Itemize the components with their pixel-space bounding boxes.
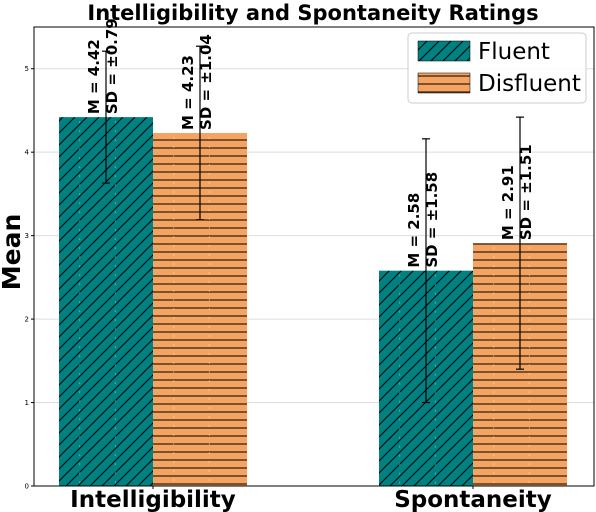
y-ticks-layer: 0 1 2 3 4 5 <box>25 65 34 491</box>
y-tick-label: 0 <box>25 483 29 491</box>
data-label-mean: M = 2.91 <box>499 165 517 240</box>
bars-layer <box>59 117 567 486</box>
data-label: M = 2.91 SD = ±1.51 <box>499 144 535 240</box>
data-labels-layer: M = 4.42 SD = ±0.79M = 2.58 SD = ±1.58M = … <box>85 18 535 267</box>
x-tick-label: Spontaneity <box>394 487 552 512</box>
data-label-mean: M = 4.23 <box>179 55 197 130</box>
data-label: M = 4.42 SD = ±0.79 <box>85 18 121 114</box>
y-tick-label: 4 <box>25 149 30 157</box>
plot-frame <box>33 26 595 487</box>
x-ticks-layer: Intelligibility Spontaneity <box>70 486 552 512</box>
data-label: M = 2.58 SD = ±1.58 <box>405 172 441 268</box>
y-tick-label: 3 <box>25 232 29 240</box>
data-label-sd: SD = ±0.79 <box>103 18 121 114</box>
y-axis-label: Mean <box>0 214 26 291</box>
legend: Fluent Disfluent <box>407 32 587 104</box>
data-label-sd: SD = ±1.58 <box>423 172 441 268</box>
x-tick-label: Intelligibility <box>70 487 236 512</box>
data-label-mean: M = 4.42 <box>85 39 103 114</box>
legend-label-fluent: Fluent <box>478 39 550 65</box>
data-label-sd: SD = ±1.51 <box>517 144 535 240</box>
legend-swatch-fluent <box>417 40 471 62</box>
error-bars-layer <box>102 45 524 404</box>
y-tick-label: 1 <box>25 399 29 407</box>
legend-label-disfluent: Disfluent <box>478 71 581 97</box>
legend-swatch-disfluent <box>417 72 471 94</box>
data-label-sd: SD = ±1.04 <box>197 34 215 130</box>
chart-title: Intelligibility and Spontaneity Ratings <box>87 1 538 25</box>
data-label-mean: M = 2.58 <box>405 193 423 268</box>
y-tick-label: 2 <box>25 316 29 324</box>
y-tick-label: 5 <box>25 65 29 73</box>
data-label: M = 4.23 SD = ±1.04 <box>179 34 215 130</box>
